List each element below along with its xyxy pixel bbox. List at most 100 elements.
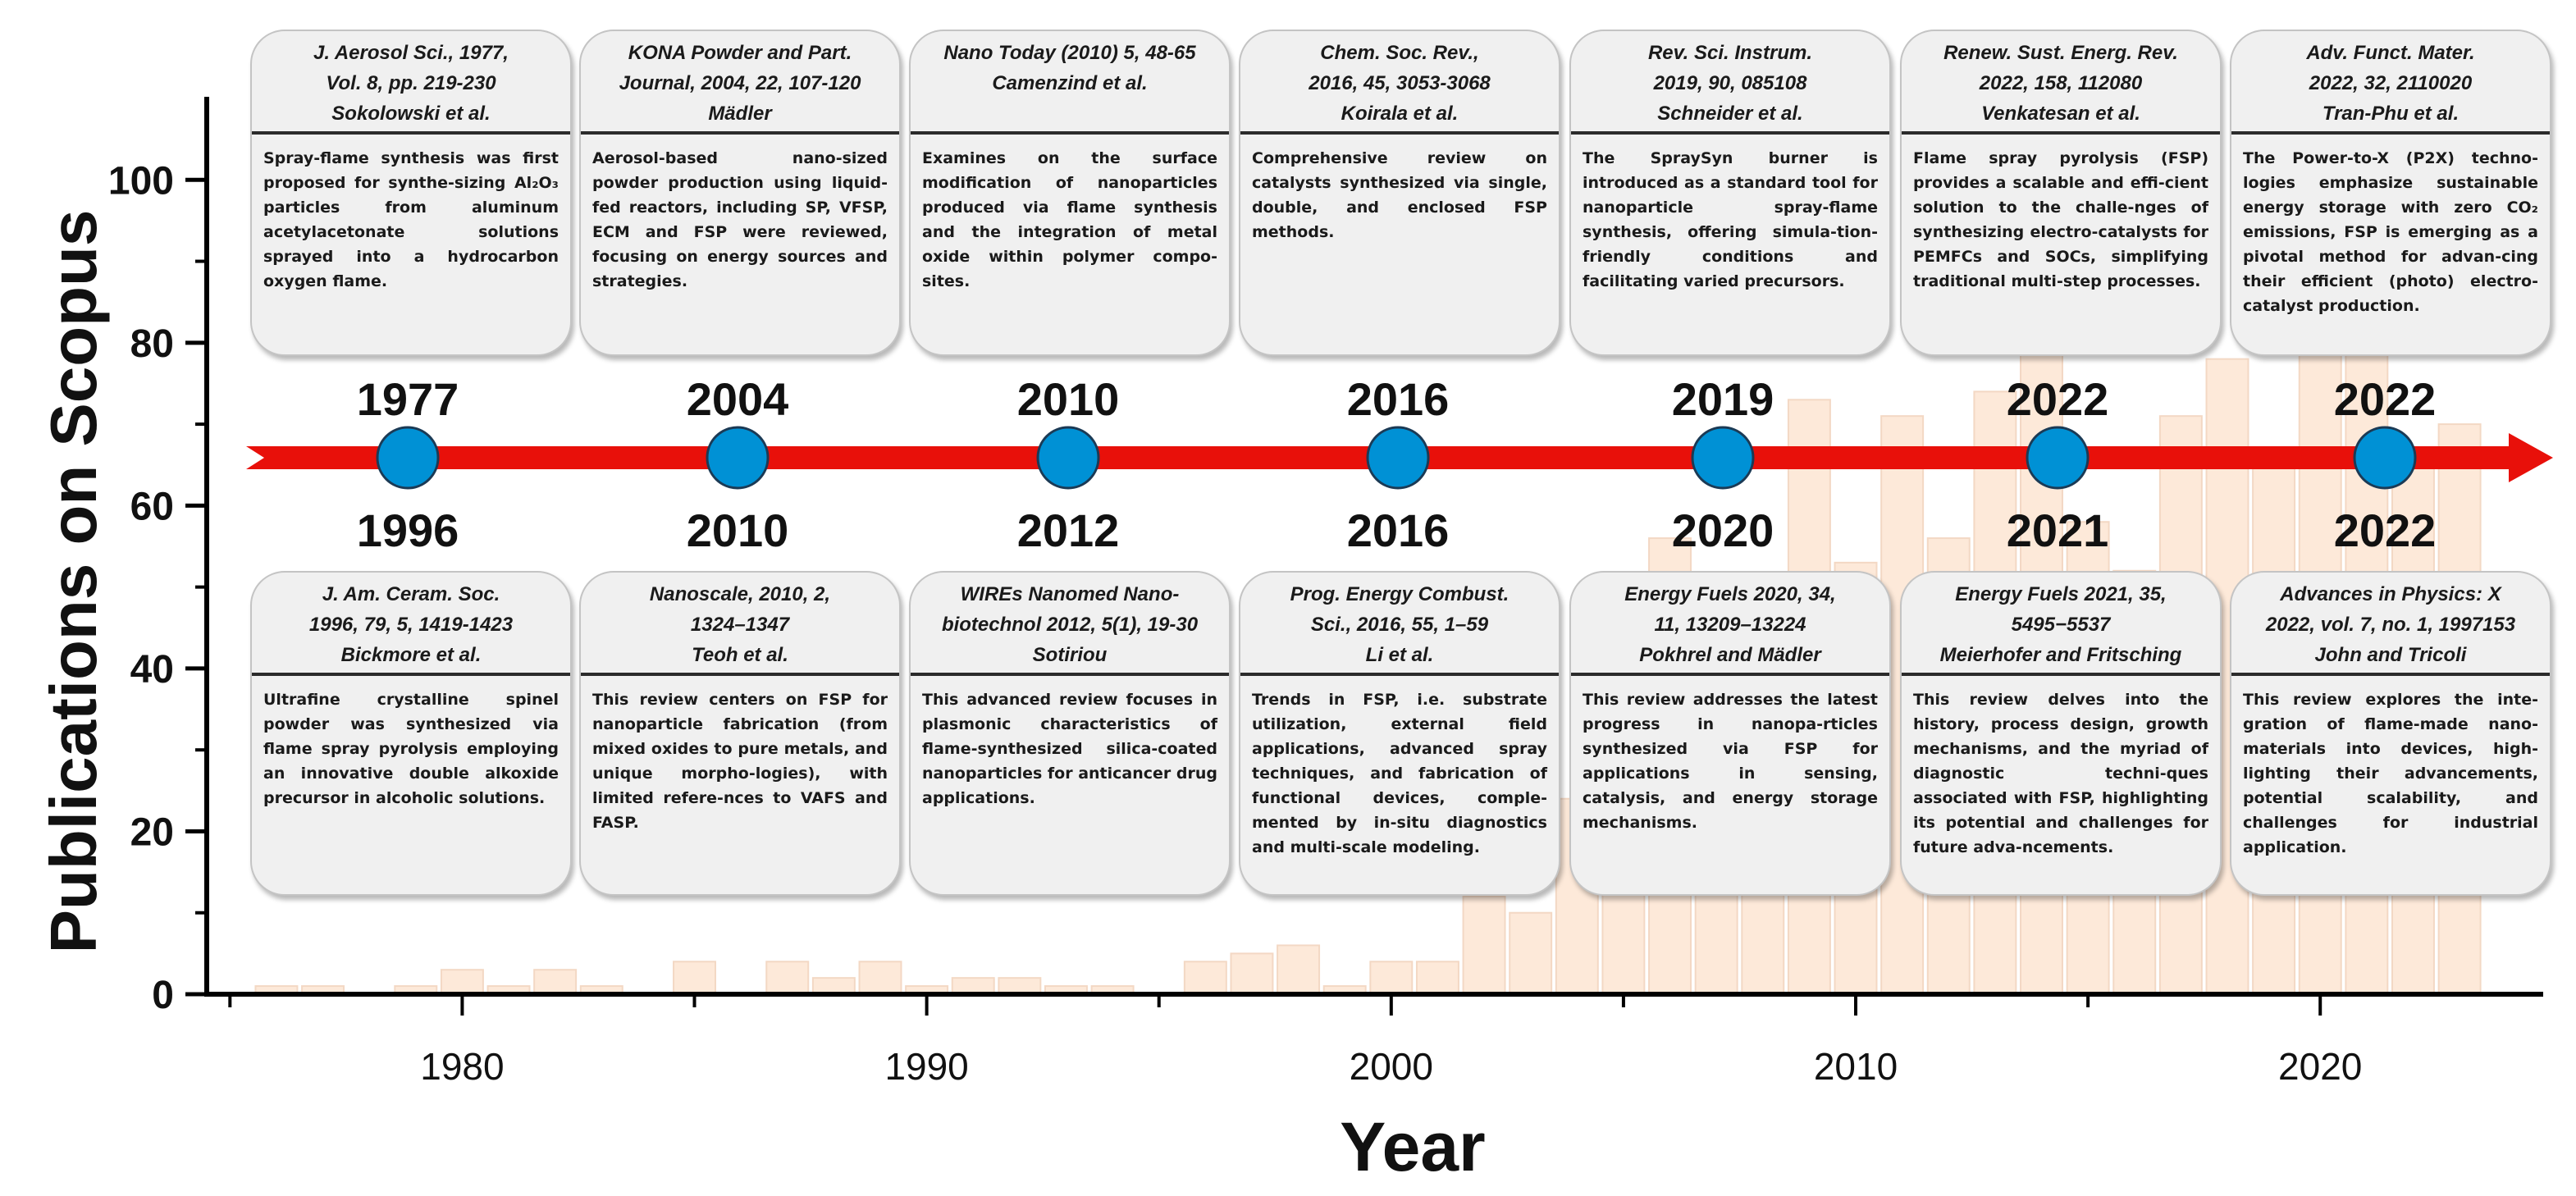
review-card-top: Rev. Sci. Instrum. 2019, 90, 085108 Schnei… <box>1569 30 1891 356</box>
timeline-node <box>1691 426 1755 490</box>
card-description: Comprehensive review on catalysts synthe… <box>1252 149 1547 241</box>
review-card-top: Renew. Sust. Energ. Rev. 2022, 158, 11208… <box>1900 30 2222 356</box>
bar <box>1183 961 1227 995</box>
card-description: Ultrafine crystalline spinel powder was … <box>263 691 559 807</box>
card-reference: Advances in Physics: X 2022, vol. 7, no. … <box>2231 573 2550 676</box>
y-tick-label: 40 <box>130 648 174 692</box>
reference-line: Advances in Physics: X <box>2280 583 2501 605</box>
bar <box>533 969 578 995</box>
review-card-top: Nano Today (2010) 5, 48-65 Camenzind et a… <box>909 30 1231 356</box>
timeline-year-top: 2016 <box>1347 373 1450 425</box>
reference-line: Chem. Soc. Rev., <box>1320 42 1479 64</box>
timeline-year-top: 2004 <box>687 373 789 425</box>
reference-line: Pokhrel and Mädler <box>1639 644 1821 666</box>
timeline-year-bottom: 2020 <box>1672 504 1774 556</box>
card-reference: WIREs Nanomed Nano-biotechnol 2012, 5(1)… <box>911 573 1229 676</box>
reference-line: Bickmore et al. <box>340 644 482 666</box>
bar <box>1509 911 1553 996</box>
reference-line: Sci., 2016, 55, 1–59 <box>1310 614 1489 636</box>
reference-line: Tran-Phu et al. <box>2322 103 2460 125</box>
reference-line: Energy Fuels 2021, 35, <box>1955 583 2167 605</box>
timeline-node <box>2353 426 2417 490</box>
card-reference: Energy Fuels 2021, 35, 5495−5537 Meierhofe… <box>1902 573 2220 676</box>
reference-line: Sokolowski et al. <box>331 103 491 125</box>
y-tick-label: 80 <box>130 322 174 366</box>
reference-line: Mädler <box>708 103 772 125</box>
card-reference: Adv. Funct. Mater. 2022, 32, 2110020 Tran-… <box>2231 31 2550 135</box>
reference-line: Vol. 8, pp. 219-230 <box>326 72 496 94</box>
card-reference: J. Am. Ceram. Soc. 1996, 79, 5, 1419-1423… <box>252 573 570 676</box>
y-axis-label: Publications on Scopus <box>37 209 110 954</box>
timeline-node <box>1366 426 1430 490</box>
review-card-bottom: Energy Fuels 2020, 34, 11, 13209–13224 Pok… <box>1569 571 1891 896</box>
reference-line: Adv. Funct. Mater. <box>2306 42 2475 64</box>
reference-line: Sotiriou <box>1032 644 1108 666</box>
reference-line: Nanoscale, 2010, 2, <box>649 583 831 605</box>
reference-line: Camenzind et al. <box>992 72 1148 94</box>
review-card-bottom: Prog. Energy Combust. Sci., 2016, 55, 1–5… <box>1239 571 1560 896</box>
reference-line: 1996, 79, 5, 1419-1423 <box>308 614 514 636</box>
bar <box>1462 895 1506 995</box>
reference-line: Rev. Sci. Instrum. <box>1647 42 1813 64</box>
reference-line: KONA Powder and Part. <box>628 42 852 64</box>
card-reference: Energy Fuels 2020, 34, 11, 13209–13224 Pok… <box>1571 573 1889 676</box>
reference-line: Energy Fuels 2020, 34, <box>1624 583 1836 605</box>
card-description: The SpraySyn burner is introduced as a s… <box>1583 149 1878 290</box>
y-tick-label: 0 <box>152 974 174 1017</box>
timeline-year-top: 2022 <box>2007 373 2109 425</box>
card-description: The Power-to-X (P2X) techno-logies empha… <box>2243 149 2538 315</box>
card-description: This review addresses the latest progres… <box>1583 691 1878 832</box>
card-reference: Prog. Energy Combust. Sci., 2016, 55, 1–5… <box>1240 573 1559 676</box>
review-card-bottom: Energy Fuels 2021, 35, 5495−5537 Meierhofe… <box>1900 571 2222 896</box>
x-tick-label: 1990 <box>884 1045 968 1088</box>
review-card-top: KONA Powder and Part. Journal, 2004, 22, … <box>579 30 901 356</box>
card-description: Aerosol-based nano-sized powder producti… <box>592 149 888 290</box>
card-description: This review delves into the history, pro… <box>1913 691 2208 856</box>
timeline-year-top: 2019 <box>1672 373 1774 425</box>
reference-line: Schneider et al. <box>1657 103 1803 125</box>
review-card-bottom: WIREs Nanomed Nano-biotechnol 2012, 5(1)… <box>909 571 1231 896</box>
y-tick-label: 60 <box>130 485 174 528</box>
bar <box>673 961 716 995</box>
review-card-bottom: Advances in Physics: X 2022, vol. 7, no. … <box>2230 571 2551 896</box>
review-card-top: Chem. Soc. Rev., 2016, 45, 3053-3068 Koira… <box>1239 30 1560 356</box>
card-description: Trends in FSP, i.e. substrate utilizatio… <box>1252 691 1547 856</box>
reference-line: 2022, vol. 7, no. 1, 1997153 <box>2265 614 2516 636</box>
reference-line: 2019, 90, 085108 <box>1653 72 1807 94</box>
card-reference: J. Aerosol Sci., 1977, Vol. 8, pp. 219-23… <box>252 31 570 135</box>
bar <box>1277 944 1321 996</box>
reference-line: John and Tricoli <box>2314 644 2467 666</box>
card-reference: Renew. Sust. Energ. Rev. 2022, 158, 11208… <box>1902 31 2220 135</box>
card-description: This review centers on FSP for nanoparti… <box>592 691 888 832</box>
card-description: Examines on the surface modification of … <box>922 149 1217 290</box>
card-reference: Rev. Sci. Instrum. 2019, 90, 085108 Schnei… <box>1571 31 1889 135</box>
bar <box>440 969 484 995</box>
card-description: This review explores the inte-gration of… <box>2243 691 2538 856</box>
reference-line: biotechnol 2012, 5(1), 19-30 <box>941 614 1199 636</box>
x-axis-label: Year <box>1340 1108 1486 1185</box>
reference-line: Prog. Energy Combust. <box>1290 583 1510 605</box>
timeline-year-bottom: 2021 <box>2007 504 2109 556</box>
x-tick-label: 2000 <box>1350 1045 1433 1088</box>
reference-line: 5495−5537 <box>2011 614 2111 636</box>
reference-line: 11, 13209–13224 <box>1654 614 1806 636</box>
y-tick-label: 20 <box>130 810 174 854</box>
reference-line: J. Aerosol Sci., 1977, <box>313 42 509 64</box>
bar <box>1369 961 1414 995</box>
timeline-node <box>376 426 440 490</box>
reference-line: Koirala et al. <box>1341 103 1459 125</box>
timeline-node <box>2026 426 2090 490</box>
reference-line: Li et al. <box>1365 644 1434 666</box>
review-card-top: Adv. Funct. Mater. 2022, 32, 2110020 Tran-… <box>2230 30 2551 356</box>
reference-line: Venkatesan et al. <box>1981 103 2140 125</box>
timeline-year-top: 2022 <box>2334 373 2437 425</box>
axes: 0 20 40 60 80 100 1980 1990 2000 2010 2020 <box>108 97 2543 1088</box>
reference-line: Meierhofer and Fritsching <box>1939 644 2182 666</box>
timeline: 1977 1996 2004 2010 2010 2012 2016 2016 2019 2020… <box>246 373 2553 556</box>
bar <box>1415 961 1459 995</box>
timeline-node <box>706 426 770 490</box>
reference-line: Teoh et al. <box>692 644 788 666</box>
y-tick-label: 100 <box>108 159 174 203</box>
reference-line: 2016, 45, 3053-3068 <box>1309 72 1491 94</box>
timeline-year-top: 1977 <box>357 373 459 425</box>
